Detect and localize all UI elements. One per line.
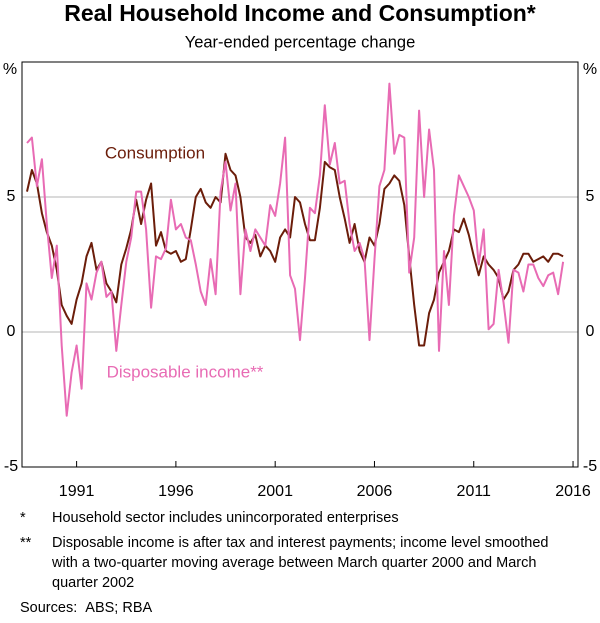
- footnote: ** Disposable income is after tax and int…: [0, 533, 562, 593]
- chart: Real Household Income and Consumption* Y…: [3, 0, 597, 500]
- plot-frame: [21, 61, 579, 468]
- footnotes: * Household sector includes unincorporate…: [0, 508, 600, 618]
- y-tick-label: 0: [586, 323, 595, 340]
- y-tick-label: 5: [586, 188, 595, 205]
- x-tick-label: 2016: [555, 483, 591, 500]
- x-tick-label: 2006: [357, 483, 393, 500]
- series-line: [26, 152, 564, 347]
- y-unit-left: %: [3, 61, 17, 78]
- y-tick-label: -5: [583, 458, 597, 475]
- chart-title: Real Household Income and Consumption*: [64, 0, 536, 26]
- footnote-text: Household sector includes unincorporated…: [52, 510, 399, 526]
- chart-subtitle: Year-ended percentage change: [185, 33, 416, 51]
- footnote-text: Disposable income is after tax and inter…: [52, 535, 549, 591]
- series-label: Consumption: [105, 143, 205, 162]
- footnote-marker: **: [20, 535, 32, 551]
- series-label: Disposable income**: [107, 362, 264, 381]
- y-tick-label: -5: [4, 458, 18, 475]
- y-tick-label: 5: [7, 188, 16, 205]
- footnote-marker: *: [20, 510, 26, 526]
- y-unit-right: %: [583, 61, 597, 78]
- sources: Sources: ABS; RBA: [0, 598, 600, 618]
- series-line: [26, 82, 565, 417]
- sources-text: ABS; RBA: [85, 600, 153, 616]
- y-tick-label: 0: [7, 323, 16, 340]
- footnote: * Household sector includes unincorporate…: [0, 508, 562, 528]
- x-tick-label: 1996: [158, 483, 194, 500]
- x-tick-label: 1991: [59, 483, 95, 500]
- x-tick-label: 2011: [457, 483, 492, 500]
- sources-label: Sources:: [20, 600, 78, 616]
- x-tick-label: 2001: [257, 483, 293, 500]
